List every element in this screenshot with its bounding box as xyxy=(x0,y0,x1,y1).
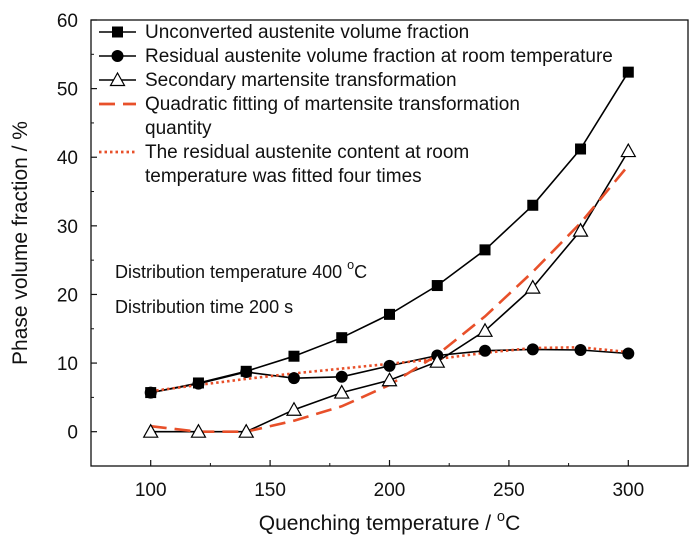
legend-label-4: The residual austenite content at room xyxy=(145,142,469,163)
series-1-point xyxy=(479,344,492,357)
series-1-point xyxy=(287,372,300,385)
series-1-point xyxy=(526,343,539,356)
series-2-point xyxy=(333,384,350,399)
legend-label-0: Unconverted austenite volume fraction xyxy=(145,22,469,43)
series-1-point xyxy=(622,347,635,360)
x-tick-label: 300 xyxy=(612,480,644,501)
x-tick-label: 100 xyxy=(135,480,167,501)
series-2-point xyxy=(285,401,303,416)
annotation-distribution-temperature: Distribution temperature 400 oC xyxy=(115,258,367,282)
series-0-point xyxy=(575,143,587,155)
y-tick-label: 60 xyxy=(57,11,78,32)
series-1-point xyxy=(383,359,396,372)
series-0-point xyxy=(622,66,634,78)
series-1-point xyxy=(144,386,157,399)
series-2-point xyxy=(572,222,589,237)
series-0-point xyxy=(384,308,395,320)
series-0-point xyxy=(479,244,491,256)
series-0-line xyxy=(150,71,629,394)
series-2-line xyxy=(150,150,629,433)
x-tick-label: 150 xyxy=(254,480,286,501)
series-2-point xyxy=(620,142,637,158)
y-tick-label: 0 xyxy=(67,423,78,444)
x-axis-label: Quenching temperature / oC xyxy=(259,509,520,535)
series-2-point xyxy=(381,372,398,387)
series-1-point xyxy=(574,344,587,357)
legend-marker-0 xyxy=(112,26,123,38)
legend-label-1: Residual austenite volume fraction at ro… xyxy=(145,46,613,67)
x-tick-label: 250 xyxy=(493,480,525,501)
legend-marker-2 xyxy=(109,71,126,87)
series-1-point xyxy=(192,377,205,390)
y-axis-label: Phase volume fraction / % xyxy=(9,121,32,365)
series-1-point xyxy=(335,370,348,383)
series-0-point xyxy=(336,332,348,344)
series-2-point xyxy=(524,279,541,294)
series-2-point xyxy=(142,423,159,438)
series-0-point xyxy=(527,199,539,211)
y-tick-label: 20 xyxy=(57,285,78,306)
y-tick-label: 40 xyxy=(57,148,78,169)
series-2-point xyxy=(190,423,207,438)
y-tick-label: 30 xyxy=(57,217,78,238)
y-tick-label: 50 xyxy=(57,80,78,101)
series-0-point xyxy=(288,350,300,362)
legend-label-2: Secondary martensite transformation xyxy=(145,70,457,91)
x-tick-label: 200 xyxy=(374,480,406,501)
annotation-distribution-time: Distribution time 200 s xyxy=(115,297,293,317)
series-2-point xyxy=(476,322,494,337)
y-tick-label: 10 xyxy=(57,354,78,375)
legend-marker-1 xyxy=(111,50,124,62)
series-2-point xyxy=(429,353,446,368)
series-1-point xyxy=(240,365,253,378)
legend-label-4: temperature was fitted four times xyxy=(145,166,422,187)
series-2-point xyxy=(238,423,255,438)
series-0-point xyxy=(431,280,443,292)
legend-label-3: Quadratic fitting of martensite transfor… xyxy=(145,94,520,115)
legend-label-3: quantity xyxy=(145,118,212,139)
